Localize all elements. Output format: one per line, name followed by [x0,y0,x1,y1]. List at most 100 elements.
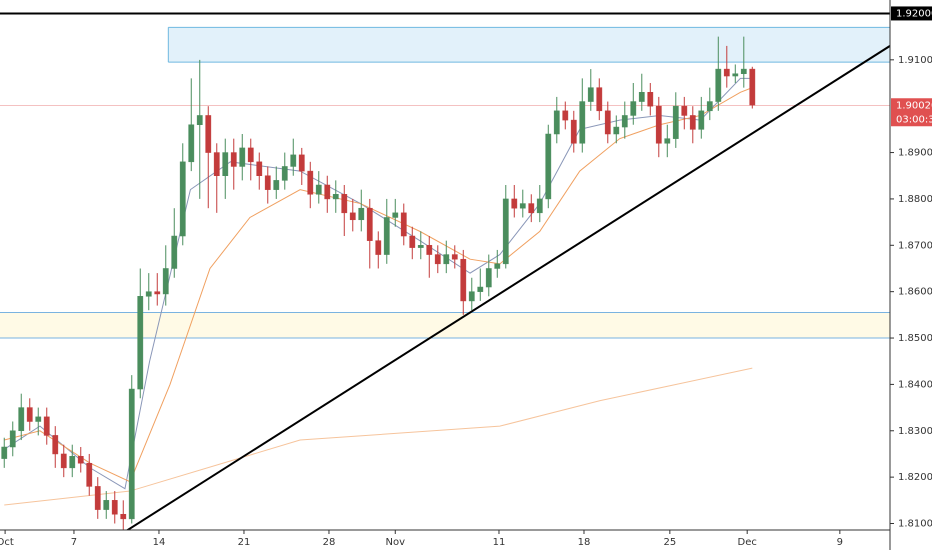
candle-body [358,207,365,221]
x-tick-label: Nov [386,537,406,548]
candle-body [570,119,577,144]
candle-body [341,194,348,214]
candle-body [264,175,271,190]
candle-body [188,124,195,163]
candle-body [205,115,212,153]
candle-body [528,203,535,214]
candle-body [604,110,611,135]
y-tick-label: 1.85000 [898,333,932,344]
candle-body [60,453,67,469]
candle-body [103,500,110,510]
x-tick-label: 7 [71,537,77,548]
candle-body [545,133,552,200]
candle-body [647,92,654,107]
candle-body [749,68,756,106]
candle-body [94,486,101,510]
candle-body [9,430,16,448]
candle-body [154,291,161,295]
candle-body [128,388,135,520]
candle-body [1,446,8,459]
y-tick-label: 1.87000 [898,240,932,251]
candle-body [69,456,76,469]
candle-body [77,456,84,464]
candle-body [460,258,467,302]
candle-body [664,138,671,144]
candle-body [672,105,679,139]
x-tick-label: 25 [663,537,676,548]
candle-body [485,268,492,288]
countdown-label: 03:00:31 [896,114,932,125]
candle-body [536,198,543,214]
x-tick-label: 18 [578,537,591,548]
candle-body [494,263,501,269]
candle-body [298,154,305,172]
candle-body [324,184,331,200]
candle-body [332,194,339,200]
x-tick-label: 28 [323,537,336,548]
candle-body [400,212,407,237]
candle-body [273,180,280,190]
x-tick-label: 14 [153,537,166,548]
candle-body [196,115,203,125]
candle-body [230,152,237,167]
candle-body [587,87,594,102]
candle-body [179,161,186,237]
candle-body [477,286,484,292]
candle-body [222,152,229,176]
candle-body [562,110,569,121]
candle-body [417,245,424,248]
candle-body [375,240,382,255]
trendline [125,45,890,530]
y-tick-label: 1.88000 [898,194,932,205]
zone [0,312,890,339]
candle-body [579,101,586,144]
level-label: 1.92000 [896,8,932,19]
candle-body [502,198,509,265]
candle-body [137,296,144,390]
candle-body [553,110,560,135]
moving-average [4,367,753,506]
candle-body [256,161,263,176]
plot [0,12,890,530]
candle-body [43,416,50,436]
candle-body [239,147,246,167]
candle-body [613,126,620,135]
candle-body [171,235,178,269]
current-label-bg [891,98,932,127]
y-tick-label: 1.91000 [898,55,932,66]
x-tick-label: 21 [238,537,251,548]
candle-body [596,87,603,112]
candle-body [366,207,373,241]
candle-body [468,291,475,302]
candle-body [26,407,33,422]
candle-body [723,68,730,77]
x-tick-label: Dec [738,537,757,548]
candle-body [638,92,645,102]
candle-body [706,101,713,112]
moving-average [3,77,753,490]
candle-body [349,212,356,221]
zone [168,27,890,63]
candle-body [281,166,288,181]
candle-body [426,245,433,255]
candle-body [409,235,416,248]
y-tick-label: 1.81000 [898,519,932,530]
y-tick-label: 1.84000 [898,379,932,390]
candle-body [383,217,390,255]
candle-body [52,435,59,455]
y-tick-label: 1.82000 [898,472,932,483]
level-label-bg [891,6,932,21]
x-tick-label: Oct [0,537,14,548]
candle-body [120,513,127,520]
candle-body [35,416,42,422]
candle-body [111,500,118,515]
candle-body [392,212,399,218]
y-tick-label: 1.83000 [898,426,932,437]
candle-body [732,73,739,77]
y-tick-label: 1.86000 [898,287,932,298]
candle-body [145,291,152,297]
candle-body [511,198,518,209]
